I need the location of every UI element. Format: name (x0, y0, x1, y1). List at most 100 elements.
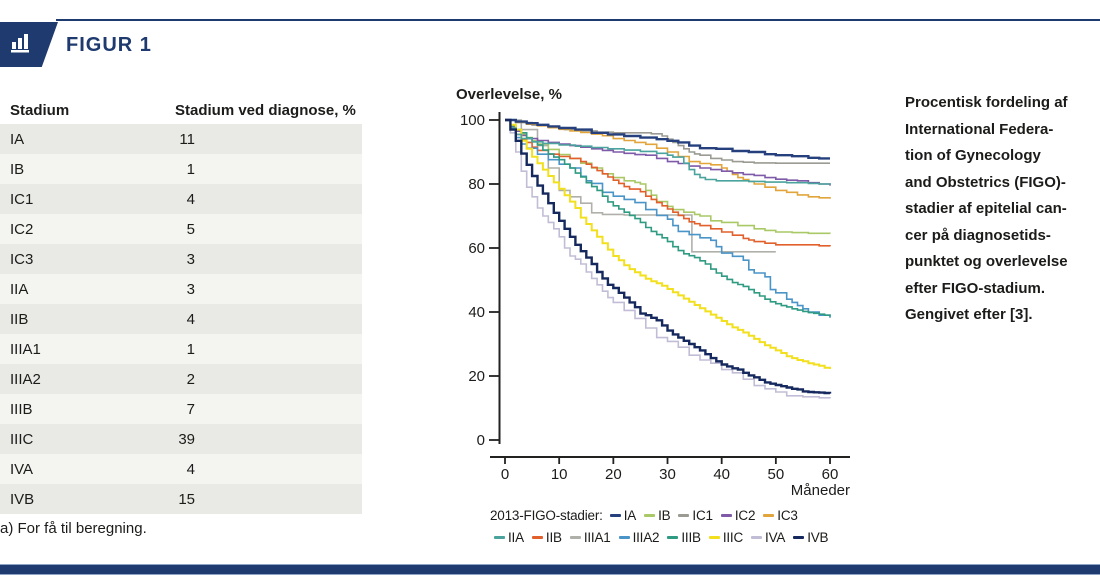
table-header-row: Stadium Stadium ved diagnose, % (0, 96, 362, 124)
caption-line: International Federa- (905, 120, 1054, 138)
table-footnote: a) For få til beregning. (0, 520, 147, 537)
figure-caption: Procentisk fordeling af International Fed… (905, 90, 1097, 329)
legend-label: IB (658, 508, 671, 523)
legend-label: IC2 (734, 508, 756, 523)
pct-cell: 2 (186, 370, 195, 388)
table-row: IA 11 (0, 124, 362, 154)
legend-item-IIIA1: IIIA1 (569, 530, 611, 545)
chart-y-axis-title: Overlevelse, % (456, 86, 562, 103)
table-body: IA 11 IB 1 IC1 4 IC2 5 IC3 3 IIA 3 IIB 4 IIIA1 1 IIIA2 2 I… (0, 124, 362, 514)
legend-label: IA (623, 508, 637, 523)
stage-cell: IVA (10, 460, 34, 478)
x-tick-label: 0 (501, 466, 509, 483)
table-row: IC3 3 (0, 244, 362, 274)
survival-chart: Overlevelse, % 0 20 40 60 80 100 0 10 20 30 40 50 60… (448, 86, 888, 511)
legend-label: IVB (807, 530, 829, 545)
series-IVB (505, 118, 832, 395)
legend-label: IC1 (692, 508, 713, 523)
chart-legend-row-2: IIA IIB IIIA1 IIIA2 IIIB IIIC IVA IVB (494, 530, 836, 545)
pct-cell: 39 (178, 430, 195, 448)
legend-label: IIIC (722, 530, 744, 545)
legend-item-IIA: IIA (494, 530, 524, 545)
legend-title: 2013-FIGO-stadier: (490, 508, 603, 523)
pct-cell: 7 (186, 400, 195, 418)
legend-label: IIIB (681, 530, 701, 545)
stage-cell: IC3 (10, 250, 34, 268)
x-axis-title: Måneder (791, 482, 850, 499)
y-tick-label: 80 (468, 176, 485, 193)
top-rule (56, 19, 1100, 21)
pct-cell: 15 (178, 490, 195, 508)
y-tick-label: 100 (460, 112, 485, 129)
y-tick-label: 40 (468, 304, 485, 321)
table-row: IIIB 7 (0, 394, 362, 424)
legend-color-dash (751, 536, 763, 539)
legend-color-dash (494, 536, 505, 539)
legend-item-IIB: IIB (531, 530, 562, 545)
x-tick-label: 10 (551, 466, 568, 483)
table-row: IC2 5 (0, 214, 362, 244)
caption-line: Procentisk fordeling af (905, 94, 1068, 111)
legend-item-IIIC: IIIC (708, 530, 744, 545)
caption-line: cer på diagnosetids- (905, 226, 1051, 244)
x-tick-label: 40 (713, 466, 730, 483)
legend-label: IIA (508, 530, 524, 545)
pct-cell: 11 (179, 130, 195, 148)
stage-cell: IA (10, 130, 25, 148)
legend-item-IC1: IC1 (678, 508, 713, 523)
stage-cell: IIA (10, 280, 29, 298)
legend-color-dash (644, 514, 656, 517)
legend-item-IVB: IVB (793, 530, 829, 545)
legend-color-dash (678, 514, 690, 517)
legend-label: IIIA1 (583, 530, 611, 545)
legend-color-dash (569, 536, 581, 539)
figure-badge (0, 22, 58, 67)
table-row: IVB 15 (0, 484, 362, 514)
pct-cell: 5 (186, 220, 195, 238)
pct-cell: 3 (186, 280, 195, 298)
table-row: IIIA1 1 (0, 334, 362, 364)
series-IVA (505, 119, 831, 399)
legend-label: IIIA2 (632, 530, 660, 545)
legend-color-dash (618, 536, 630, 539)
bottom-rule (0, 564, 1100, 575)
legend-item-IIIB: IIIB (667, 530, 701, 545)
stage-table: Stadium Stadium ved diagnose, % IA 11 IB 1 I… (0, 96, 362, 514)
table-row: IIIA2 2 (0, 364, 362, 394)
legend-color-dash (720, 514, 732, 517)
table-row: IB 1 (0, 154, 362, 184)
x-tick-label: 20 (605, 466, 622, 483)
legend-label: IC3 (777, 508, 798, 523)
legend-item-IIIA2: IIIA2 (618, 530, 660, 545)
caption-line: punktet og overlevelse (905, 253, 1068, 270)
y-tick-label: 60 (468, 240, 485, 257)
table-header-stage: Stadium (10, 101, 70, 119)
caption-line: tion of Gynecology (905, 147, 1041, 164)
table-row: IIB 4 (0, 304, 362, 334)
pct-cell: 3 (186, 250, 195, 268)
y-tick-label: 20 (468, 368, 485, 385)
stage-cell: IIIA1 (10, 340, 41, 358)
pct-cell: 4 (186, 190, 195, 208)
caption-line: efter FIGO-stadium. (905, 279, 1046, 297)
caption-line: stadier af epitelial can- (905, 200, 1067, 217)
legend-color-dash (531, 536, 543, 539)
table-header-pct: Stadium ved diagnose, % (175, 101, 356, 119)
x-tick-label: 30 (659, 466, 676, 483)
y-tick-label: 0 (477, 432, 485, 449)
stage-cell: IIIB (10, 400, 33, 418)
table-row: IVA 4 (0, 454, 362, 484)
series-IC3 (505, 119, 831, 199)
legend-item-IA: IA (609, 508, 637, 523)
legend-item-IC3: IC3 (763, 508, 798, 523)
stage-cell: IIB (10, 310, 29, 328)
chart-legend-row-1: 2013-FIGO-stadier: IA IB IC1 IC2 IC3 (490, 508, 806, 523)
stage-cell: IIIC (10, 430, 34, 448)
legend-item-IVA: IVA (751, 530, 785, 545)
table-row: IIA 3 (0, 274, 362, 304)
series-IIIC (505, 119, 831, 369)
figure-title: FIGUR 1 (66, 34, 152, 56)
stage-cell: IB (10, 160, 25, 178)
